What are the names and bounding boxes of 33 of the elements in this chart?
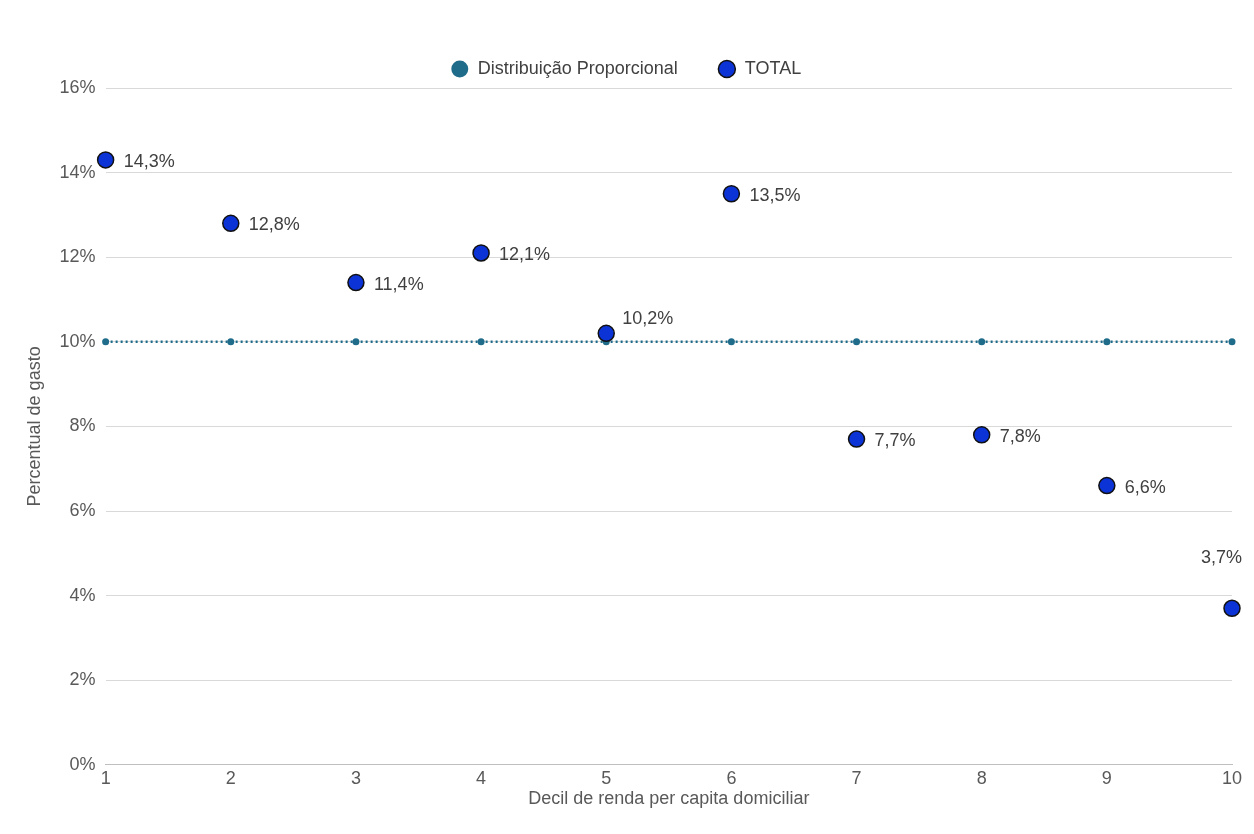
data-label: 6,6% — [1124, 476, 1166, 497]
x-tick-label: 3 — [350, 767, 361, 788]
y-tick-label: 10% — [59, 330, 96, 351]
data-label: 7,7% — [874, 430, 916, 451]
y-tick-label: 16% — [59, 76, 96, 97]
y-tick-label: 0% — [69, 753, 96, 774]
x-tick-label: 10 — [1221, 767, 1243, 788]
data-label: 12,8% — [248, 214, 300, 235]
x-tick-label: 4 — [476, 767, 487, 788]
x-tick-label: 1 — [100, 767, 111, 788]
data-label: 10,2% — [622, 308, 674, 329]
x-tick-label: 9 — [1101, 767, 1112, 788]
x-tick-label: 7 — [851, 767, 862, 788]
x-tick-label: 5 — [601, 767, 612, 788]
y-axis-title: Percentual de gasto — [23, 346, 44, 507]
data-label: 13,5% — [749, 184, 801, 205]
data-label: 7,8% — [999, 425, 1041, 446]
data-label: 14,3% — [123, 150, 175, 171]
y-tick-label: 12% — [59, 246, 96, 267]
data-label: 11,4% — [373, 273, 424, 294]
x-tick-label: 6 — [726, 767, 737, 788]
legend-label: TOTAL — [744, 57, 802, 78]
y-tick-label: 4% — [69, 584, 96, 605]
legend-label: Distribuição Proporcional — [477, 57, 678, 78]
data-label: 3,7% — [1200, 547, 1242, 568]
x-tick-label: 2 — [225, 767, 236, 788]
y-tick-label: 2% — [69, 669, 96, 690]
data-label: 12,1% — [499, 243, 551, 264]
y-tick-label: 8% — [69, 415, 96, 436]
x-tick-label: 8 — [976, 767, 987, 788]
x-axis-title: Decil de renda per capita domiciliar — [528, 788, 810, 809]
y-tick-label: 14% — [59, 161, 96, 182]
y-tick-label: 6% — [69, 499, 96, 520]
